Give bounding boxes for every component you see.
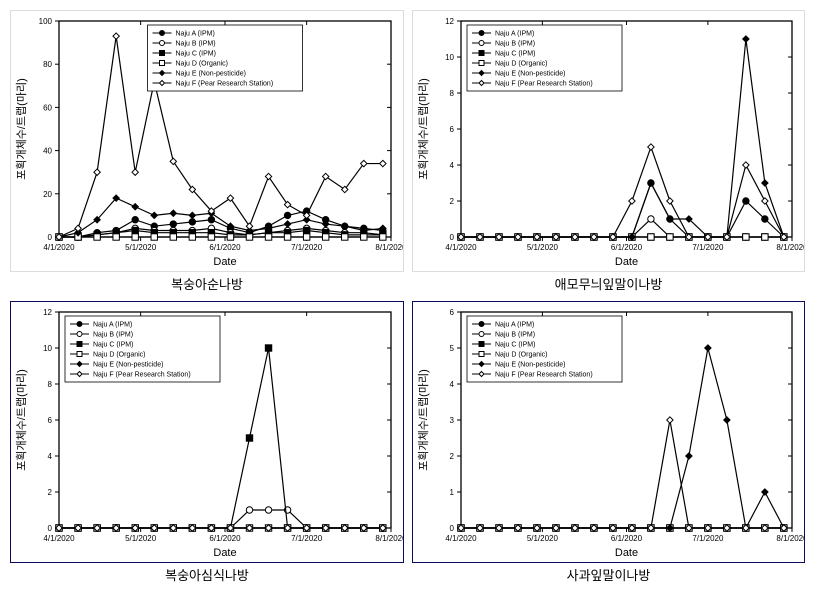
svg-text:Naju B (IPM): Naju B (IPM): [495, 332, 535, 339]
svg-text:12: 12: [43, 308, 52, 317]
svg-text:6: 6: [48, 416, 53, 425]
svg-text:40: 40: [43, 147, 52, 156]
svg-text:포획개체수/트랩(마리): 포획개체수/트랩(마리): [417, 78, 430, 179]
svg-text:60: 60: [43, 103, 52, 112]
svg-text:Naju A (IPM): Naju A (IPM): [495, 322, 534, 329]
svg-text:5/1/2020: 5/1/2020: [125, 243, 157, 252]
svg-text:8: 8: [48, 380, 53, 389]
svg-text:Naju F (Pear Research Station): Naju F (Pear Research Station): [93, 372, 191, 379]
svg-text:포획개체수/트랩(마리): 포획개체수/트랩(마리): [15, 78, 28, 179]
svg-text:1: 1: [450, 488, 455, 497]
svg-text:Naju E (Non-pesticide): Naju E (Non-pesticide): [495, 362, 565, 369]
svg-text:2: 2: [450, 452, 455, 461]
panel-tl: 0 20 40 60 80 100 4/1/2020 5/1/2020 6/1/2020 7/1/…: [10, 10, 404, 293]
svg-text:Naju A (IPM): Naju A (IPM): [93, 322, 132, 329]
svg-text:8/1/2020: 8/1/2020: [776, 243, 804, 252]
panel-tr: 0 2 4 6 8 10 12 4/1/2020 5/1/2020 6/1/2020 7/1/202…: [412, 10, 805, 293]
svg-text:포획개체수/트랩(마리): 포획개체수/트랩(마리): [417, 369, 430, 470]
svg-text:0: 0: [450, 233, 455, 242]
panel-br: 0 1 2 3 4 5 6 4/1/2020 5/1/2020 6/1/2020 7/1/2020 8…: [412, 301, 805, 584]
svg-text:6: 6: [450, 125, 455, 134]
svg-text:Naju B (IPM): Naju B (IPM): [176, 41, 216, 48]
caption-bl: 복숭아심식나방: [165, 565, 249, 584]
svg-text:Naju D (Organic): Naju D (Organic): [495, 61, 548, 68]
svg-text:Naju E (Non-pesticide): Naju E (Non-pesticide): [495, 71, 565, 78]
svg-text:7/1/2020: 7/1/2020: [291, 243, 323, 252]
svg-text:Naju C (IPM): Naju C (IPM): [495, 51, 535, 58]
svg-text:100: 100: [39, 17, 53, 26]
svg-text:6/1/2020: 6/1/2020: [209, 534, 241, 543]
svg-text:Date: Date: [615, 256, 638, 268]
svg-text:5/1/2020: 5/1/2020: [527, 243, 559, 252]
svg-text:4: 4: [450, 380, 455, 389]
svg-text:6: 6: [450, 308, 455, 317]
svg-text:7/1/2020: 7/1/2020: [692, 534, 724, 543]
svg-text:8/1/2020: 8/1/2020: [375, 534, 403, 543]
svg-text:Naju F (Pear Research Station): Naju F (Pear Research Station): [495, 372, 593, 379]
svg-text:Naju C (IPM): Naju C (IPM): [495, 342, 535, 349]
svg-text:Naju B (IPM): Naju B (IPM): [495, 41, 535, 48]
caption-br: 사과잎말이나방: [567, 565, 651, 584]
svg-text:12: 12: [445, 17, 454, 26]
svg-text:7/1/2020: 7/1/2020: [692, 243, 724, 252]
svg-text:0: 0: [450, 524, 455, 533]
svg-text:2: 2: [450, 197, 455, 206]
svg-text:10: 10: [445, 53, 454, 62]
svg-text:포획개체수/트랩(마리): 포획개체수/트랩(마리): [15, 369, 28, 470]
svg-text:Date: Date: [213, 256, 236, 268]
svg-text:Naju E (Non-pesticide): Naju E (Non-pesticide): [176, 71, 246, 78]
svg-text:3: 3: [450, 416, 455, 425]
svg-text:Naju C (IPM): Naju C (IPM): [176, 51, 216, 58]
svg-text:Naju F (Pear Research Station): Naju F (Pear Research Station): [495, 81, 593, 88]
panel-bl: 0 2 4 6 8 10 12 4/1/2020 5/1/2020 6/1/2020 7/1/202…: [10, 301, 404, 584]
svg-text:8/1/2020: 8/1/2020: [375, 243, 403, 252]
caption-tr: 애모무늬잎말이나방: [555, 274, 663, 293]
chart-bl: 0 2 4 6 8 10 12 4/1/2020 5/1/2020 6/1/2020 7/1/202…: [10, 301, 404, 563]
svg-text:6/1/2020: 6/1/2020: [611, 534, 643, 543]
chart-tl: 0 20 40 60 80 100 4/1/2020 5/1/2020 6/1/2020 7/1/…: [10, 10, 404, 272]
svg-text:Naju A (IPM): Naju A (IPM): [495, 31, 534, 38]
svg-text:Naju D (Organic): Naju D (Organic): [495, 352, 548, 359]
svg-text:80: 80: [43, 60, 52, 69]
svg-text:4: 4: [48, 452, 53, 461]
svg-text:10: 10: [43, 344, 52, 353]
svg-text:Naju C (IPM): Naju C (IPM): [93, 342, 133, 349]
svg-text:2: 2: [48, 488, 53, 497]
svg-text:Naju D (Organic): Naju D (Organic): [176, 61, 229, 68]
svg-text:0: 0: [48, 233, 53, 242]
chart-br: 0 1 2 3 4 5 6 4/1/2020 5/1/2020 6/1/2020 7/1/2020 8…: [412, 301, 805, 563]
svg-text:0: 0: [48, 524, 53, 533]
svg-text:20: 20: [43, 190, 52, 199]
svg-text:8/1/2020: 8/1/2020: [776, 534, 804, 543]
svg-text:Naju A (IPM): Naju A (IPM): [176, 31, 215, 38]
svg-text:4/1/2020: 4/1/2020: [43, 534, 75, 543]
chart-grid: 0204060801004/1/20205/1/20206/1/20207/1/…: [10, 10, 805, 584]
svg-text:5: 5: [450, 344, 455, 353]
svg-text:Naju E (Non-pesticide): Naju E (Non-pesticide): [93, 362, 163, 369]
svg-text:4/1/2020: 4/1/2020: [445, 534, 477, 543]
svg-text:4: 4: [450, 161, 455, 170]
svg-text:5/1/2020: 5/1/2020: [125, 534, 157, 543]
svg-text:6/1/2020: 6/1/2020: [611, 243, 643, 252]
svg-text:6/1/2020: 6/1/2020: [209, 243, 241, 252]
svg-text:8: 8: [450, 89, 455, 98]
svg-text:Naju B (IPM): Naju B (IPM): [93, 332, 133, 339]
svg-text:Date: Date: [615, 547, 638, 559]
svg-text:5/1/2020: 5/1/2020: [527, 534, 559, 543]
svg-text:7/1/2020: 7/1/2020: [291, 534, 323, 543]
chart-tr: 0 2 4 6 8 10 12 4/1/2020 5/1/2020 6/1/2020 7/1/202…: [412, 10, 805, 272]
caption-tl: 복숭아순나방: [171, 274, 243, 293]
svg-text:Date: Date: [213, 547, 236, 559]
svg-text:4/1/2020: 4/1/2020: [445, 243, 477, 252]
svg-text:4/1/2020: 4/1/2020: [43, 243, 75, 252]
svg-text:Naju D (Organic): Naju D (Organic): [93, 352, 146, 359]
svg-text:Naju F (Pear Research Station): Naju F (Pear Research Station): [176, 81, 274, 88]
